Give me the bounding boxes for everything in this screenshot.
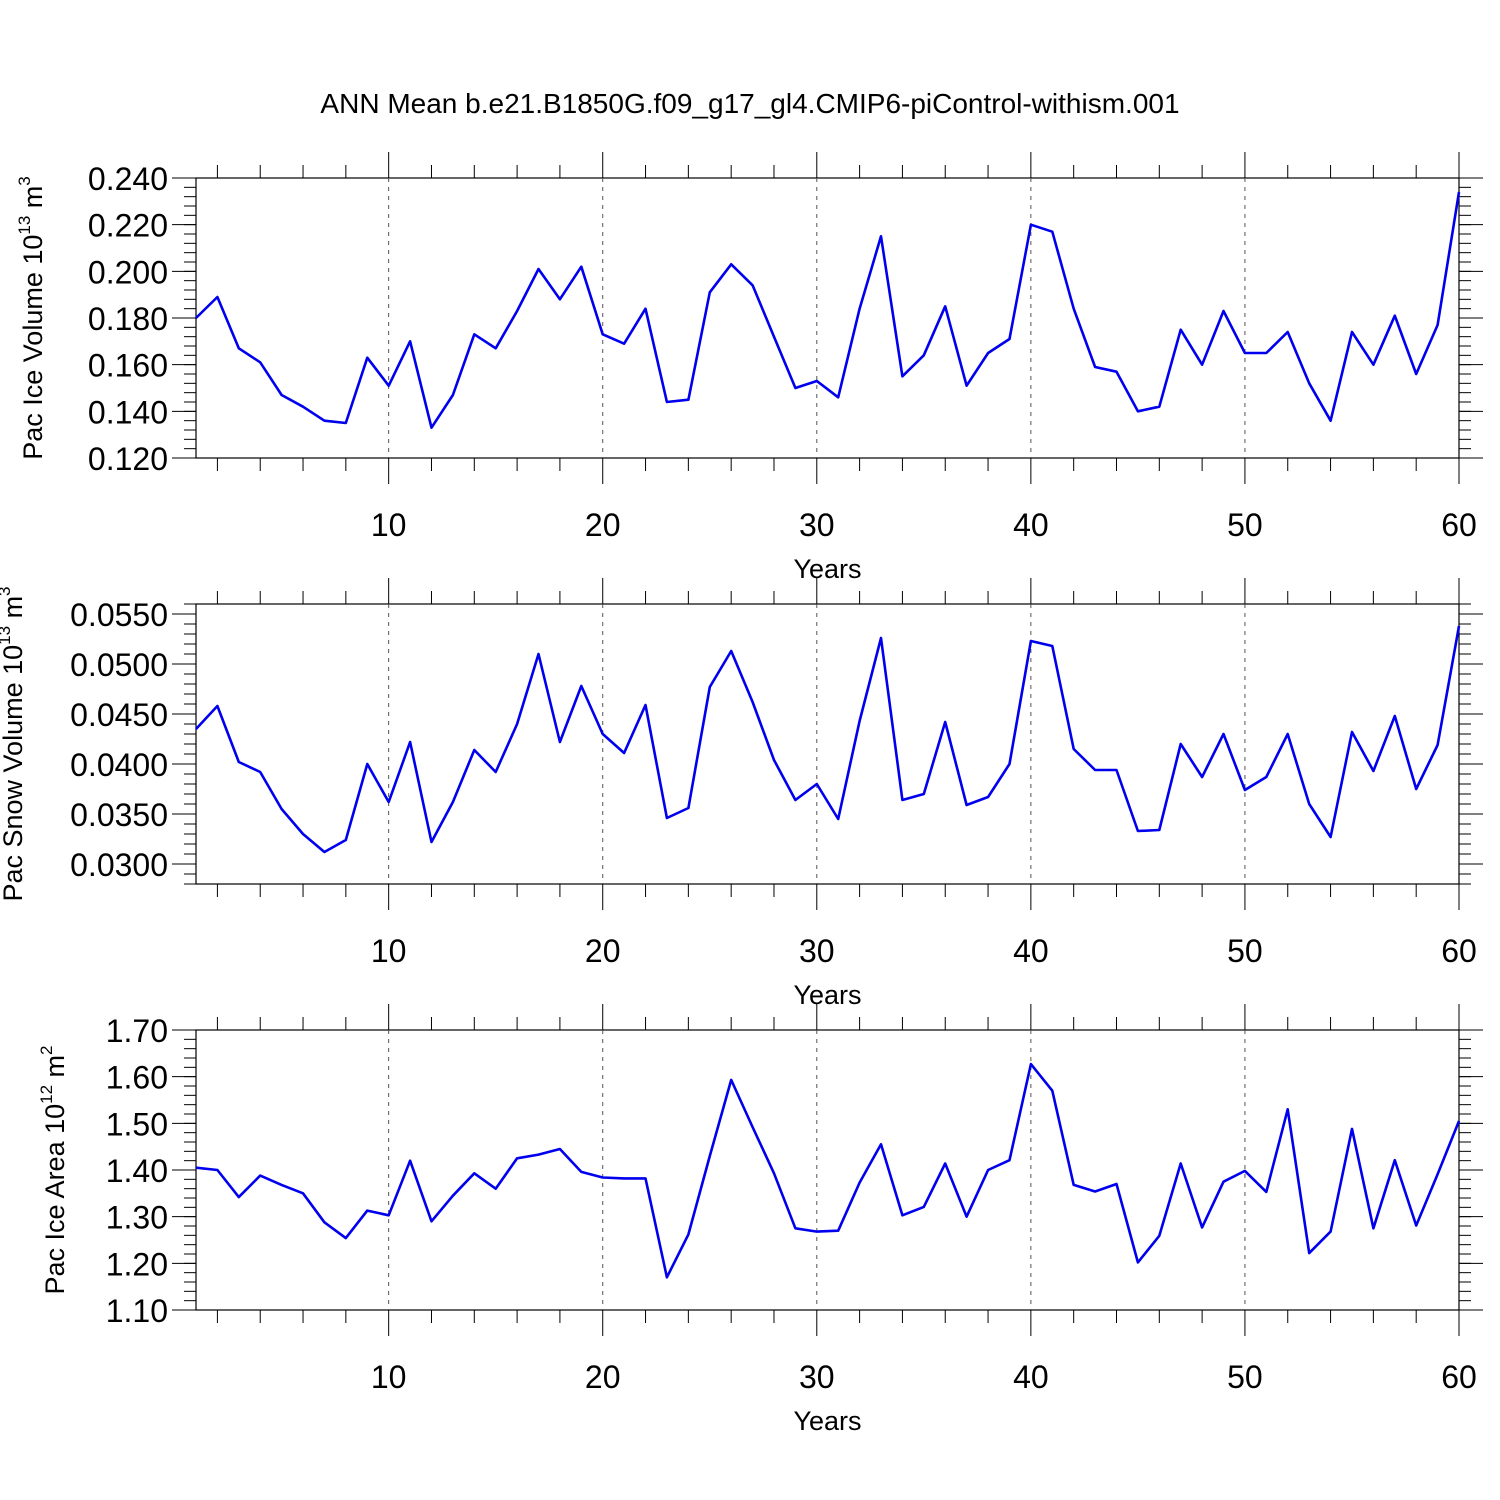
y-tick-label: 0.0300 [70, 847, 168, 883]
chart-panel-2: 0.0300 0.0350 0.0400 0.0450 0.0500 0.0550 10 20… [0, 578, 1483, 1010]
y-tick-label: 0.160 [88, 348, 168, 384]
x-tick-label: 60 [1441, 933, 1477, 969]
x-tick-label: 10 [371, 507, 407, 543]
y-tick-label: 0.200 [88, 254, 168, 290]
x-tick-label: 10 [371, 933, 407, 969]
y-tick-label: 1.30 [106, 1200, 168, 1236]
x-tick-label: 20 [585, 1359, 621, 1395]
x-tick-label: 50 [1227, 1359, 1263, 1395]
y-tick-label: 0.0500 [70, 647, 168, 683]
y-tick-label: 0.0400 [70, 747, 168, 783]
y-tick-label: 1.50 [106, 1106, 168, 1142]
y-tick-label: 0.0450 [70, 697, 168, 733]
y-axis-label: Pac Snow Volume 1013 m3 [0, 586, 28, 901]
x-tick-label: 40 [1013, 1359, 1049, 1395]
x-tick-label: 40 [1013, 507, 1049, 543]
figure-title: ANN Mean b.e21.B1850G.f09_g17_gl4.CMIP6-… [320, 88, 1180, 119]
y-tick-label: 0.0550 [70, 597, 168, 633]
y-tick-label: 1.70 [106, 1013, 168, 1049]
x-tick-label: 10 [371, 1359, 407, 1395]
x-tick-label: 50 [1227, 507, 1263, 543]
y-tick-label: 0.220 [88, 208, 168, 244]
x-axis-label: Years [793, 980, 861, 1010]
y-axis-label: Pac Ice Area 1012 m2 [37, 1045, 70, 1294]
x-tick-label: 20 [585, 507, 621, 543]
y-axis-label: Pac Ice Volume 1013 m3 [15, 176, 48, 460]
series-line [195, 625, 1461, 854]
series-line [195, 191, 1461, 430]
plot-frame [195, 603, 1460, 885]
x-tick-label: 60 [1441, 507, 1477, 543]
x-tick-label: 50 [1227, 933, 1263, 969]
chart-panel-1: 0.120 0.140 0.160 0.180 0.200 0.220 0.240 10 20 3… [15, 152, 1483, 584]
x-tick-label: 20 [585, 933, 621, 969]
y-tick-label: 1.60 [106, 1060, 168, 1096]
series-line [195, 1062, 1461, 1279]
y-tick-label: 0.140 [88, 394, 168, 430]
x-tick-label: 40 [1013, 933, 1049, 969]
plot-frame [195, 1029, 1460, 1311]
y-tick-label: 1.40 [106, 1153, 168, 1189]
x-axis-label: Years [793, 1406, 861, 1436]
y-tick-label: 0.180 [88, 301, 168, 337]
chart-panel-3: 1.10 1.20 1.30 1.40 1.50 1.60 1.70 10 20 30 40 50 60… [37, 1004, 1483, 1436]
y-tick-label: 0.120 [88, 441, 168, 477]
x-tick-label: 30 [799, 507, 835, 543]
y-tick-label: 1.20 [106, 1246, 168, 1282]
x-tick-label: 60 [1441, 1359, 1477, 1395]
plot-frame [195, 177, 1460, 459]
x-tick-label: 30 [799, 933, 835, 969]
x-tick-label: 30 [799, 1359, 835, 1395]
y-tick-label: 0.240 [88, 161, 168, 197]
y-tick-label: 1.10 [106, 1293, 168, 1329]
x-axis-label: Years [793, 554, 861, 584]
y-tick-label: 0.0350 [70, 797, 168, 833]
